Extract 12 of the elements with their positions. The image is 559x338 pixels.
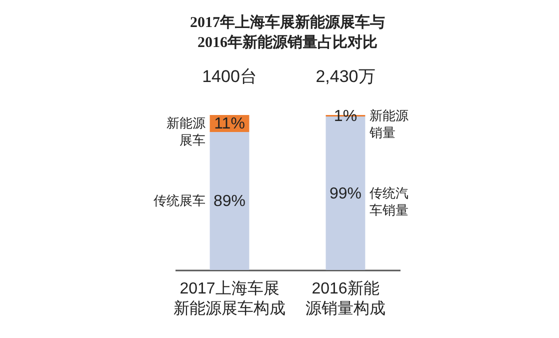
annotation: 传统汽车销量 — [369, 185, 408, 218]
annotation: 2,430万 — [316, 67, 376, 86]
annotation: 1400台 — [202, 67, 257, 86]
annotation: 新能源展车 — [166, 116, 206, 148]
annotation: 新能源销量 — [368, 108, 408, 140]
chart-title: 2017年上海车展新能源展车与2016年新能源销量占比对比 — [190, 13, 385, 51]
data-label: 99% — [329, 185, 362, 202]
x-tick-label: 2017上海车展新能源展车构成 — [174, 280, 286, 318]
data-label: 89% — [213, 193, 246, 210]
annotation: 传统展车 — [154, 193, 206, 208]
x-tick-label: 2016新能源销量构成 — [305, 280, 386, 318]
data-label: 11% — [214, 116, 245, 133]
